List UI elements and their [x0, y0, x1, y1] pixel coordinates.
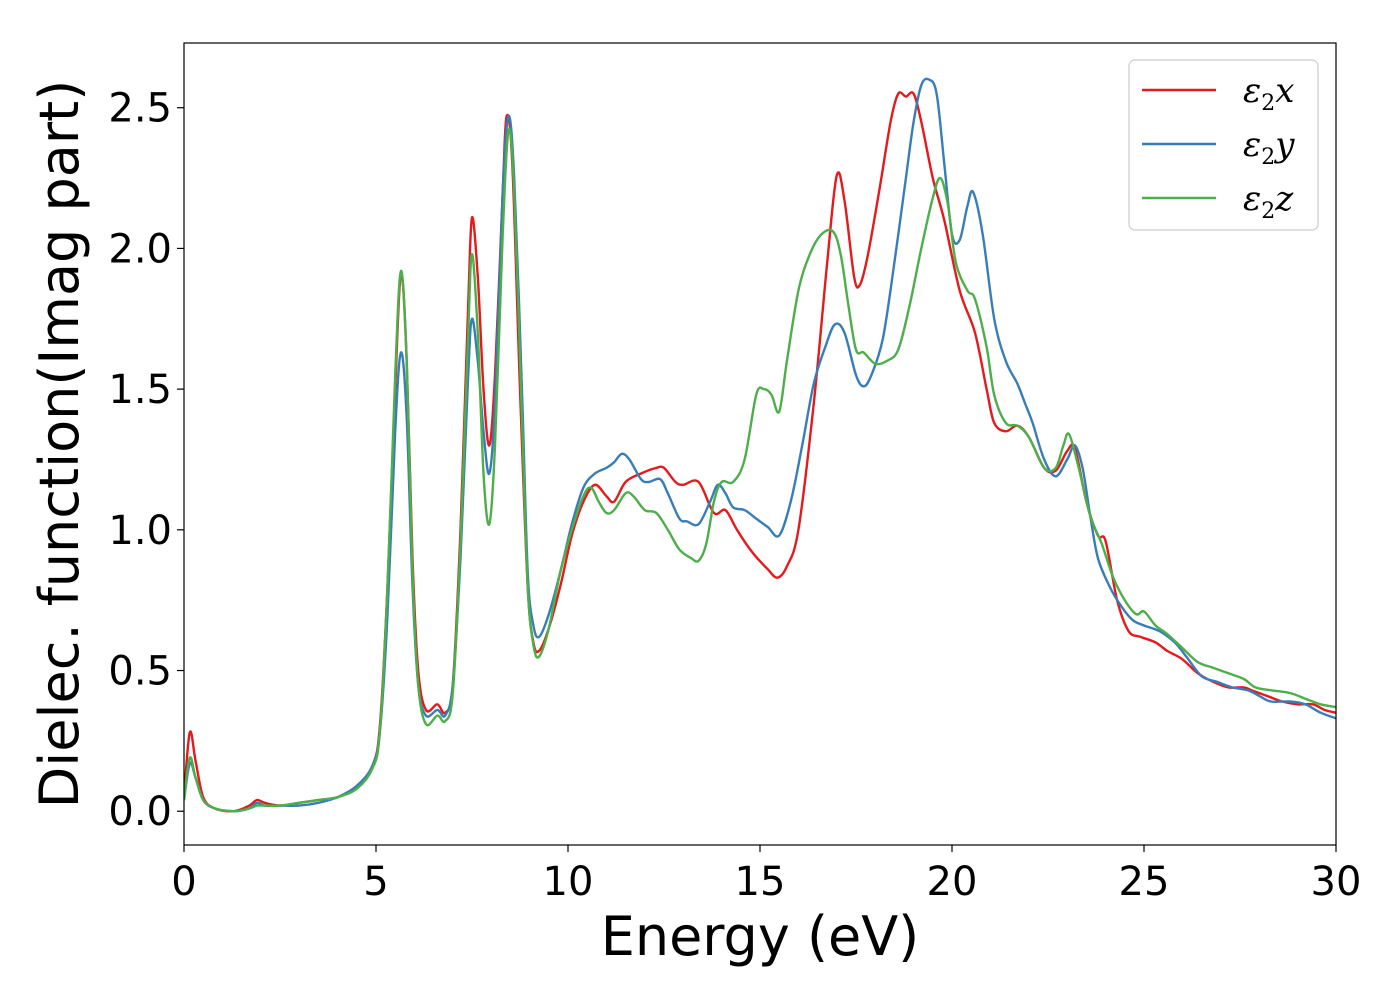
x-tick-label: 15: [735, 859, 786, 905]
legend-label-x: ε2x: [1243, 71, 1294, 116]
y-tick-label: 0.0: [108, 789, 172, 835]
y-tick-label: 2.0: [108, 226, 172, 272]
y-tick-label: 0.5: [108, 649, 172, 695]
series-layer: [184, 77, 1336, 813]
x-tick-label: 10: [543, 859, 594, 905]
y-tick-label: 1.5: [108, 367, 172, 413]
y-tick-label: 2.5: [108, 86, 172, 132]
x-tick-label: 0: [171, 859, 196, 905]
x-tick-label: 20: [927, 859, 978, 905]
x-axis-ticks: 0 5 10 15 20 25 30: [171, 845, 1361, 905]
legend-label-y: ε2y: [1243, 125, 1295, 170]
y-axis-label: Dielec. function(Imag part): [28, 80, 91, 809]
legend: ε2x ε2y ε2z: [1128, 59, 1319, 231]
y-axis-ticks: 0.0 0.5 1.0 1.5 2.0 2.5: [108, 86, 184, 835]
legend-label-z: ε2z: [1243, 179, 1294, 224]
legend-box: [1128, 59, 1319, 231]
x-tick-label: 25: [1119, 859, 1170, 905]
x-tick-label: 5: [363, 859, 388, 905]
series-line-z: [184, 127, 1336, 813]
x-axis-label: Energy (eV): [601, 905, 920, 968]
series-line-y: [184, 77, 1336, 813]
y-tick-label: 1.0: [108, 508, 172, 554]
x-tick-label: 30: [1311, 859, 1362, 905]
